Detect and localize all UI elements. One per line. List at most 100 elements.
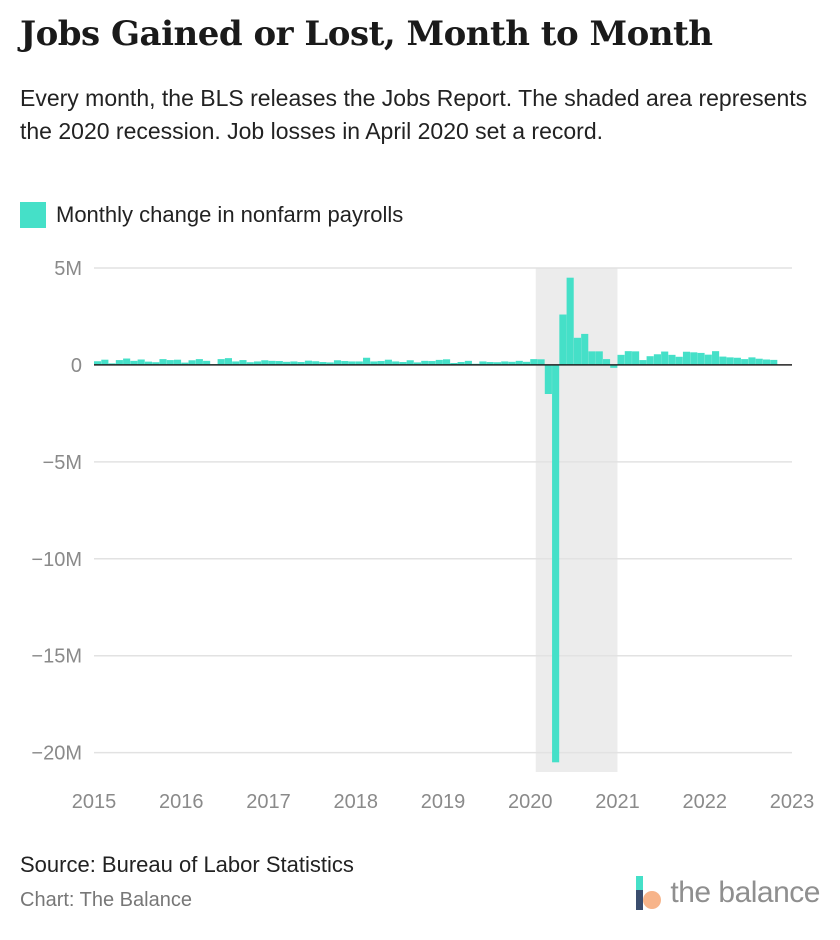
bar bbox=[544, 364, 552, 394]
bar bbox=[639, 360, 647, 365]
bar bbox=[552, 364, 560, 763]
bar bbox=[573, 337, 582, 365]
bar bbox=[632, 351, 640, 365]
brand-logo: the balance bbox=[636, 876, 820, 910]
bar bbox=[421, 360, 429, 365]
bar bbox=[137, 359, 145, 365]
y-tick-label: 0 bbox=[71, 355, 82, 377]
bar bbox=[581, 333, 589, 365]
bar bbox=[224, 358, 233, 365]
bar bbox=[181, 362, 189, 365]
bar bbox=[704, 354, 712, 365]
bar bbox=[144, 361, 153, 365]
bar bbox=[159, 359, 167, 365]
bar bbox=[624, 351, 632, 365]
bar bbox=[363, 357, 371, 365]
bar bbox=[675, 356, 683, 365]
bar bbox=[188, 360, 196, 365]
bar bbox=[348, 361, 356, 365]
bar bbox=[697, 352, 705, 365]
bar bbox=[326, 362, 334, 365]
x-tick-label: 2017 bbox=[246, 791, 291, 810]
bar bbox=[108, 363, 116, 365]
bar bbox=[435, 359, 443, 365]
legend: Monthly change in nonfarm payrolls bbox=[20, 202, 403, 228]
x-tick-label: 2016 bbox=[159, 791, 204, 810]
x-tick-label: 2022 bbox=[683, 791, 728, 810]
bar bbox=[501, 361, 509, 365]
bar bbox=[275, 361, 283, 365]
chart-credit: Chart: The Balance bbox=[20, 889, 192, 911]
bar bbox=[413, 362, 422, 365]
bar bbox=[428, 361, 436, 365]
bar bbox=[268, 360, 276, 365]
bar bbox=[610, 364, 618, 368]
balance-logo-icon bbox=[636, 876, 662, 910]
bar bbox=[115, 360, 123, 365]
bar bbox=[755, 358, 763, 365]
bar bbox=[217, 359, 225, 365]
bar bbox=[457, 362, 465, 365]
bar bbox=[406, 360, 414, 365]
bar bbox=[741, 359, 749, 365]
bar bbox=[399, 362, 407, 365]
bar bbox=[646, 356, 654, 365]
bar bbox=[384, 359, 392, 365]
bar bbox=[617, 354, 625, 365]
bar bbox=[530, 359, 538, 365]
bar bbox=[748, 357, 756, 365]
bar bbox=[130, 360, 138, 365]
bar bbox=[166, 360, 174, 365]
bar bbox=[261, 360, 269, 365]
bar bbox=[312, 361, 320, 365]
bar bbox=[479, 361, 487, 365]
bar bbox=[668, 354, 676, 365]
bar bbox=[239, 360, 247, 365]
bar bbox=[712, 351, 720, 365]
bar bbox=[515, 360, 523, 365]
bar bbox=[173, 359, 182, 365]
bar bbox=[333, 360, 342, 365]
y-tick-label: −10M bbox=[31, 549, 82, 571]
bar bbox=[443, 359, 451, 365]
bar bbox=[203, 360, 211, 365]
x-tick-label: 2018 bbox=[334, 791, 379, 810]
bar bbox=[682, 351, 691, 365]
bar bbox=[450, 362, 458, 365]
bar bbox=[101, 359, 109, 365]
bar bbox=[559, 314, 567, 365]
legend-label: Monthly change in nonfarm payrolls bbox=[56, 202, 404, 227]
bar bbox=[152, 362, 160, 365]
x-tick-label: 2019 bbox=[421, 791, 466, 810]
bar bbox=[762, 359, 771, 365]
bar bbox=[464, 360, 472, 365]
bar bbox=[588, 351, 596, 365]
legend-swatch bbox=[20, 202, 46, 228]
bar bbox=[690, 352, 698, 365]
bar bbox=[297, 362, 305, 365]
bar bbox=[377, 361, 385, 365]
bar bbox=[290, 361, 298, 365]
bar bbox=[653, 354, 661, 365]
bar bbox=[770, 359, 778, 365]
bar bbox=[195, 359, 203, 365]
chart-title: Jobs Gained or Lost, Month to Month bbox=[20, 14, 713, 54]
bar bbox=[246, 362, 254, 365]
bar bbox=[304, 360, 312, 365]
bar bbox=[493, 362, 502, 365]
bar bbox=[726, 357, 734, 365]
bar bbox=[733, 357, 741, 365]
bar bbox=[283, 361, 291, 365]
bar bbox=[508, 361, 516, 365]
bar bbox=[602, 359, 611, 365]
bar bbox=[566, 277, 574, 365]
y-tick-label: −5M bbox=[43, 452, 82, 474]
chart-subtitle: Every month, the BLS releases the Jobs R… bbox=[20, 85, 808, 144]
x-tick-label: 2020 bbox=[508, 791, 553, 810]
bar bbox=[595, 351, 603, 365]
x-tick-label: 2015 bbox=[72, 791, 117, 810]
x-tick-label: 2021 bbox=[595, 791, 640, 810]
bar bbox=[392, 361, 400, 365]
bar bbox=[94, 361, 102, 365]
bar-chart: 5M 0 −5M −10M −15M −20M 2015 2016 2017 2018 2019 20… bbox=[31, 258, 814, 810]
